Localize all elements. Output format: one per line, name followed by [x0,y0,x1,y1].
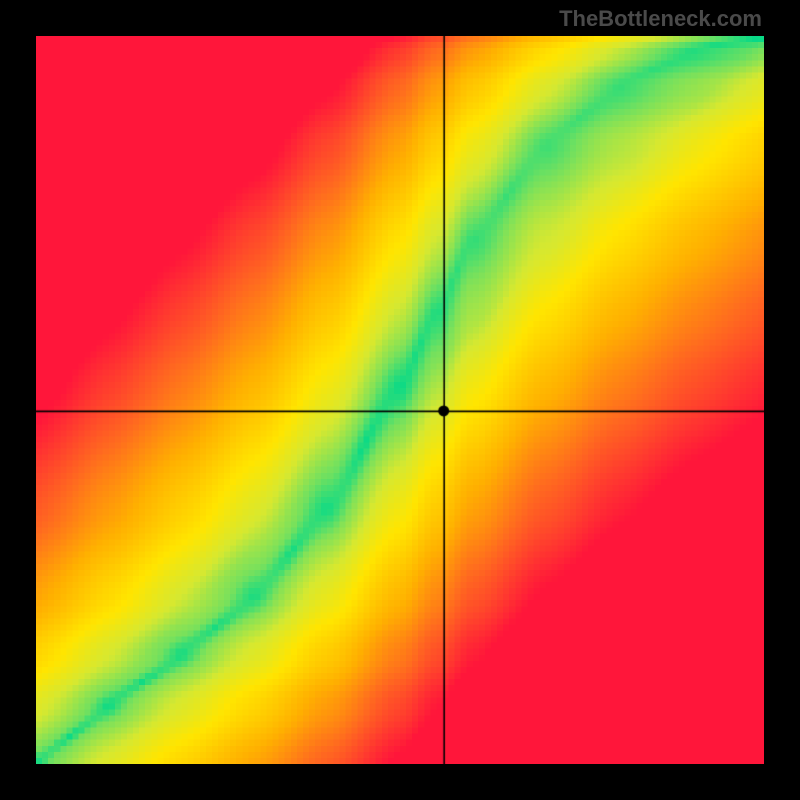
watermark-text: TheBottleneck.com [559,6,762,32]
crosshair-overlay [36,36,764,764]
